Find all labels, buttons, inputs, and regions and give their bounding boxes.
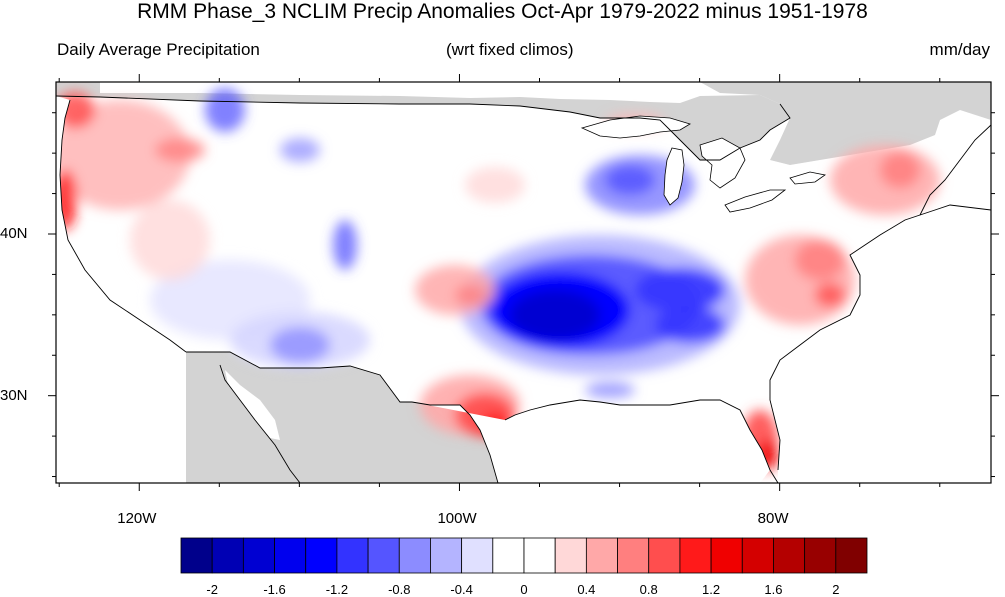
lon-label: 120W: [117, 510, 157, 527]
us-canada-border: [56, 95, 791, 161]
west-coastline: [59, 99, 187, 353]
anomaly-pink-kansas: [415, 265, 495, 315]
colorbar-swatch: [554, 537, 587, 574]
anomaly-red-carolina: [815, 283, 845, 307]
atlantic-ocean: [770, 205, 991, 483]
northeast-coastline: [919, 124, 991, 216]
anomaly-blue-gulf-coast: [585, 382, 635, 398]
colorbar-swatch: [305, 537, 338, 574]
colorbar-swatch: [710, 537, 743, 574]
anomaly-blue-southwest: [270, 327, 330, 363]
colorbar-label: 2: [832, 582, 840, 597]
gulf-of-california: [225, 370, 280, 440]
colorbar-swatch: [367, 537, 400, 574]
anomaly-pink-northwest: [56, 100, 190, 210]
colorbar-label: 1.6: [764, 582, 783, 597]
lat-label: 30N: [0, 386, 28, 404]
subtitle-left: Daily Average Precipitation: [57, 40, 260, 59]
lon-label: 100W: [437, 510, 477, 527]
coastlines: [56, 95, 991, 483]
colorbar-swatch: [773, 537, 806, 574]
colorbar-label: 0.4: [577, 582, 596, 597]
lake-huron: [699, 137, 746, 189]
water-bodies: [56, 96, 991, 483]
baja-coastline: [219, 364, 301, 483]
colorbar-swatch: [274, 537, 307, 574]
colorbar-label: -1.6: [263, 582, 286, 597]
colorbar-swatch: [336, 537, 369, 574]
units-label: mm/day: [929, 40, 990, 59]
colorbar-swatch: [398, 537, 431, 574]
pacific-ocean: [56, 96, 186, 483]
us-mexico-border: [186, 351, 412, 403]
anomaly-pink-nevada: [130, 200, 210, 280]
gulf-coastline: [411, 399, 779, 483]
anomaly-red-new-england: [880, 152, 920, 188]
colorbar-label: 0.8: [639, 582, 658, 597]
colorbar-label: -2: [206, 582, 218, 597]
anomaly-blue-colorado: [333, 220, 357, 270]
colorbar-swatch: [617, 537, 650, 574]
colorbar-swatch: [835, 537, 868, 574]
map-title: RMM Phase_3 NCLIM Precip Anomalies Oct-A…: [137, 0, 868, 23]
anomaly-red-virginia: [795, 240, 845, 280]
anomaly-red-idaho: [155, 138, 205, 162]
colorbar-label: -1.2: [325, 582, 349, 597]
anomaly-darkblue-core: [510, 290, 600, 340]
anomaly-blue-montana: [205, 88, 245, 132]
anomaly-blue-tennessee: [655, 307, 725, 343]
colorbar-swatch: [211, 537, 244, 574]
lake-superior: [580, 115, 691, 139]
colorbar-swatch: [461, 537, 494, 574]
anomaly-blue-wyoming: [280, 138, 320, 162]
colorbar-swatch: [804, 537, 837, 574]
anomaly-pink-nebraska: [465, 167, 525, 203]
colorbar-swatch: [180, 537, 213, 574]
colorbar-swatch: [523, 537, 556, 574]
colorbar-label: 0: [520, 582, 528, 597]
lake-michigan: [663, 147, 685, 206]
colorbar-swatch: [648, 537, 681, 574]
colorbar-label: -0.8: [388, 582, 411, 597]
colorbar-swatch: [430, 537, 463, 574]
colorbar-swatch: [741, 537, 774, 574]
colorbar-label: 1.2: [702, 582, 721, 597]
lat-label: 40N: [0, 224, 28, 242]
colorbar: [180, 537, 868, 574]
lake-ontario: [789, 171, 826, 185]
canada-east-land: [700, 82, 991, 165]
colorbar-swatch: [242, 537, 275, 574]
colorbar-swatch: [585, 537, 618, 574]
anomaly-blue-wisconsin: [605, 165, 655, 195]
gulf-of-mexico: [412, 400, 770, 483]
colorbar-label: -0.4: [450, 582, 473, 597]
anomaly-red-kansas: [455, 285, 485, 305]
colorbar-swatch: [492, 537, 525, 574]
axis-ticks: [48, 74, 999, 491]
subtitle-center: (wrt fixed climos): [446, 40, 574, 59]
lon-label: 80W: [757, 510, 789, 527]
map-frame: [55, 81, 992, 484]
lake-erie: [724, 189, 787, 213]
colorbar-swatch: [679, 537, 712, 574]
anomaly-blue-ohio-valley: [635, 268, 725, 312]
